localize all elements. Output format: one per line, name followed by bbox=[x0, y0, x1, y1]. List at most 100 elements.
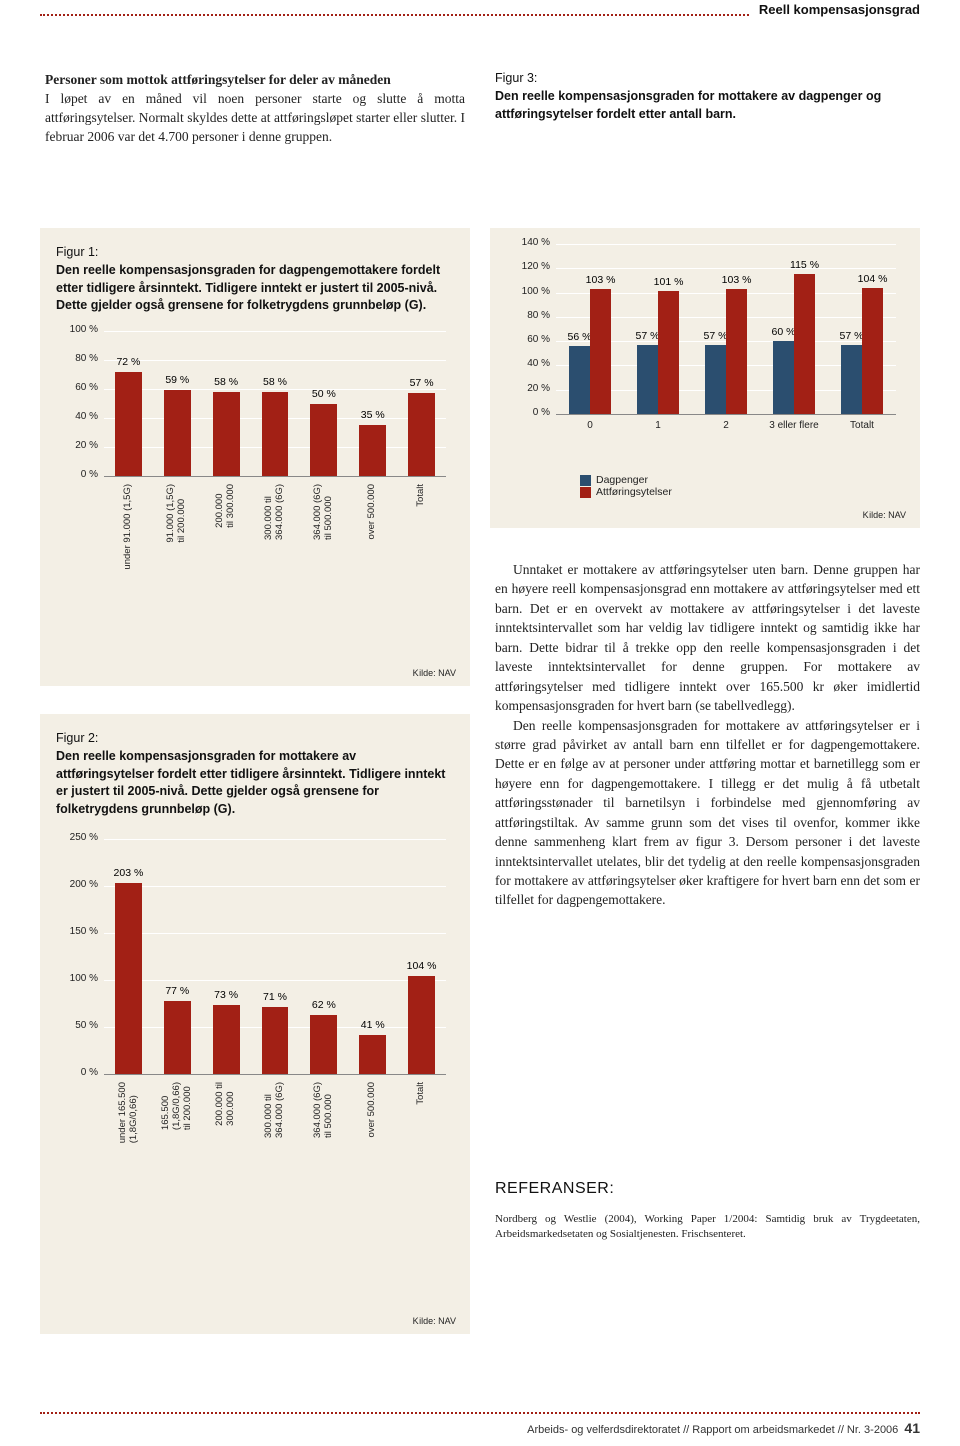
bar bbox=[658, 291, 679, 414]
y-axis-tick: 100 % bbox=[510, 286, 550, 297]
bar bbox=[794, 274, 815, 414]
x-axis-category: 300.000 til364.000 (6G) bbox=[257, 484, 293, 574]
legend-item-attforing: Attføringsytelser bbox=[580, 486, 672, 498]
bar bbox=[590, 289, 611, 414]
fig2-panel: Figur 2: Den reelle kompensasjonsgraden … bbox=[40, 714, 470, 1334]
y-axis-tick: 50 % bbox=[58, 1020, 98, 1031]
bar-value-label: 62 % bbox=[312, 999, 336, 1011]
bar bbox=[262, 1007, 289, 1074]
bar bbox=[408, 393, 435, 476]
legend-swatch-red bbox=[580, 487, 591, 498]
bar-value-label: 57 % bbox=[703, 330, 727, 342]
legend-swatch-blue bbox=[580, 475, 591, 486]
y-axis-tick: 0 % bbox=[58, 1067, 98, 1078]
y-axis-tick: 60 % bbox=[510, 334, 550, 345]
x-axis-category: 1 bbox=[624, 420, 692, 431]
y-axis-tick: 140 % bbox=[510, 237, 550, 248]
x-axis-category: Totalt bbox=[404, 1082, 440, 1182]
bar-value-label: 50 % bbox=[312, 388, 336, 400]
x-axis-category: 300.000 til364.000 (6G) bbox=[257, 1082, 293, 1182]
references-heading: REFERANSER: bbox=[495, 1180, 920, 1198]
bar bbox=[262, 392, 289, 476]
bar bbox=[705, 345, 726, 414]
bar-value-label: 57 % bbox=[410, 377, 434, 389]
legend-label-dagpenger: Dagpenger bbox=[596, 474, 648, 486]
bar-value-label: 104 % bbox=[407, 960, 437, 972]
fig3-heading-block: Figur 3: Den reelle kompensasjonsgraden … bbox=[495, 70, 915, 123]
bar-value-label: 56 % bbox=[567, 331, 591, 343]
fig3-title: Den reelle kompensasjonsgraden for motta… bbox=[495, 89, 881, 121]
chart3-source: Kilde: NAV bbox=[863, 510, 906, 520]
bar bbox=[359, 1035, 386, 1074]
references-text: Nordberg og Westlie (2004), Working Pape… bbox=[495, 1212, 920, 1243]
y-axis-tick: 150 % bbox=[58, 926, 98, 937]
y-axis-tick: 100 % bbox=[58, 973, 98, 984]
bar bbox=[773, 341, 794, 414]
chart3-legend: Dagpenger Attføringsytelser bbox=[580, 474, 672, 498]
y-axis-tick: 40 % bbox=[58, 411, 98, 422]
chart1-source: KKilde: NAVilde: NAV bbox=[413, 668, 456, 678]
y-axis-tick: 250 % bbox=[58, 832, 98, 843]
bar-value-label: 103 % bbox=[586, 274, 616, 286]
bar-value-label: 58 % bbox=[214, 376, 238, 388]
bar-value-label: 203 % bbox=[114, 867, 144, 879]
y-axis-tick: 200 % bbox=[58, 879, 98, 890]
body-para-1: Unntaket er mottakere av attføringsytels… bbox=[495, 560, 920, 716]
bar bbox=[213, 1005, 240, 1074]
bar-value-label: 57 % bbox=[839, 330, 863, 342]
intro-text: I løpet av en måned vil noen personer st… bbox=[45, 91, 465, 144]
x-axis-category: Totalt bbox=[828, 420, 896, 431]
x-axis-category: under 165.500(1,8G/0,66) bbox=[110, 1082, 146, 1182]
bar bbox=[310, 1015, 337, 1073]
bar-value-label: 57 % bbox=[635, 330, 659, 342]
y-axis-tick: 40 % bbox=[510, 358, 550, 369]
y-axis-tick: 100 % bbox=[58, 324, 98, 335]
bar-value-label: 101 % bbox=[654, 276, 684, 288]
legend-item-dagpenger: Dagpenger bbox=[580, 474, 672, 486]
bar bbox=[726, 289, 747, 414]
x-axis-category: 2 bbox=[692, 420, 760, 431]
x-axis-category: 91.000 (1,5G)til 200.000 bbox=[159, 484, 195, 574]
bar bbox=[310, 404, 337, 477]
footer-text: Arbeids- og velferdsdirektoratet // Rapp… bbox=[527, 1424, 898, 1436]
y-axis-tick: 0 % bbox=[58, 469, 98, 480]
x-axis-category: Totalt bbox=[404, 484, 440, 574]
y-axis-tick: 120 % bbox=[510, 261, 550, 272]
fig1-label: Figur 1: bbox=[56, 245, 98, 259]
x-axis-category: 200.000til 300.000 bbox=[208, 484, 244, 574]
fig1-title: Den reelle kompensasjonsgraden for dagpe… bbox=[56, 263, 440, 313]
page-footer: Arbeids- og velferdsdirektoratet // Rapp… bbox=[527, 1420, 920, 1436]
bar bbox=[213, 392, 240, 476]
bar-value-label: 35 % bbox=[361, 409, 385, 421]
fig3-label: Figur 3: bbox=[495, 71, 537, 85]
y-axis-tick: 20 % bbox=[510, 383, 550, 394]
x-axis-category: 364.000 (6G)til 500.000 bbox=[306, 484, 342, 574]
bar-value-label: 103 % bbox=[722, 274, 752, 286]
y-axis-tick: 60 % bbox=[58, 382, 98, 393]
bar-value-label: 41 % bbox=[361, 1019, 385, 1031]
references-block: REFERANSER: Nordberg og Westlie (2004), … bbox=[495, 1180, 920, 1243]
x-axis-category: 0 bbox=[556, 420, 624, 431]
chart2-source: Kilde: NAV bbox=[413, 1316, 456, 1326]
bar-value-label: 115 % bbox=[790, 259, 819, 271]
bar-value-label: 59 % bbox=[165, 374, 189, 386]
bar-value-label: 72 % bbox=[116, 356, 140, 368]
x-axis-category: under 91.000 (1,5G) bbox=[110, 484, 146, 574]
bar bbox=[164, 390, 191, 476]
bar-value-label: 71 % bbox=[263, 991, 287, 1003]
fig2-label: Figur 2: bbox=[56, 731, 98, 745]
x-axis-category: over 500.000 bbox=[355, 1082, 391, 1182]
bar-value-label: 104 % bbox=[858, 273, 888, 285]
body-para-2: Den reelle kompensasjonsgraden for motta… bbox=[495, 716, 920, 910]
bar-value-label: 60 % bbox=[771, 326, 795, 338]
bar bbox=[359, 425, 386, 476]
chart1-bar-chart: 0 %20 %40 %60 %80 %100 %72 %59 %58 %58 %… bbox=[56, 331, 454, 571]
body-paragraphs: Unntaket er mottakere av attføringsytels… bbox=[495, 560, 920, 910]
x-axis-category: 165.500(1,8G/0,66)til 200.000 bbox=[159, 1082, 195, 1182]
intro-heading: Personer som mottok attføringsytelser fo… bbox=[45, 72, 391, 87]
page-number: 41 bbox=[904, 1420, 920, 1436]
x-axis-category: 200.000 til300.000 bbox=[208, 1082, 244, 1182]
bar-value-label: 58 % bbox=[263, 376, 287, 388]
section-header: Reell kompensasjonsgrad bbox=[749, 2, 920, 17]
bottom-dotted-rule bbox=[40, 1412, 920, 1414]
